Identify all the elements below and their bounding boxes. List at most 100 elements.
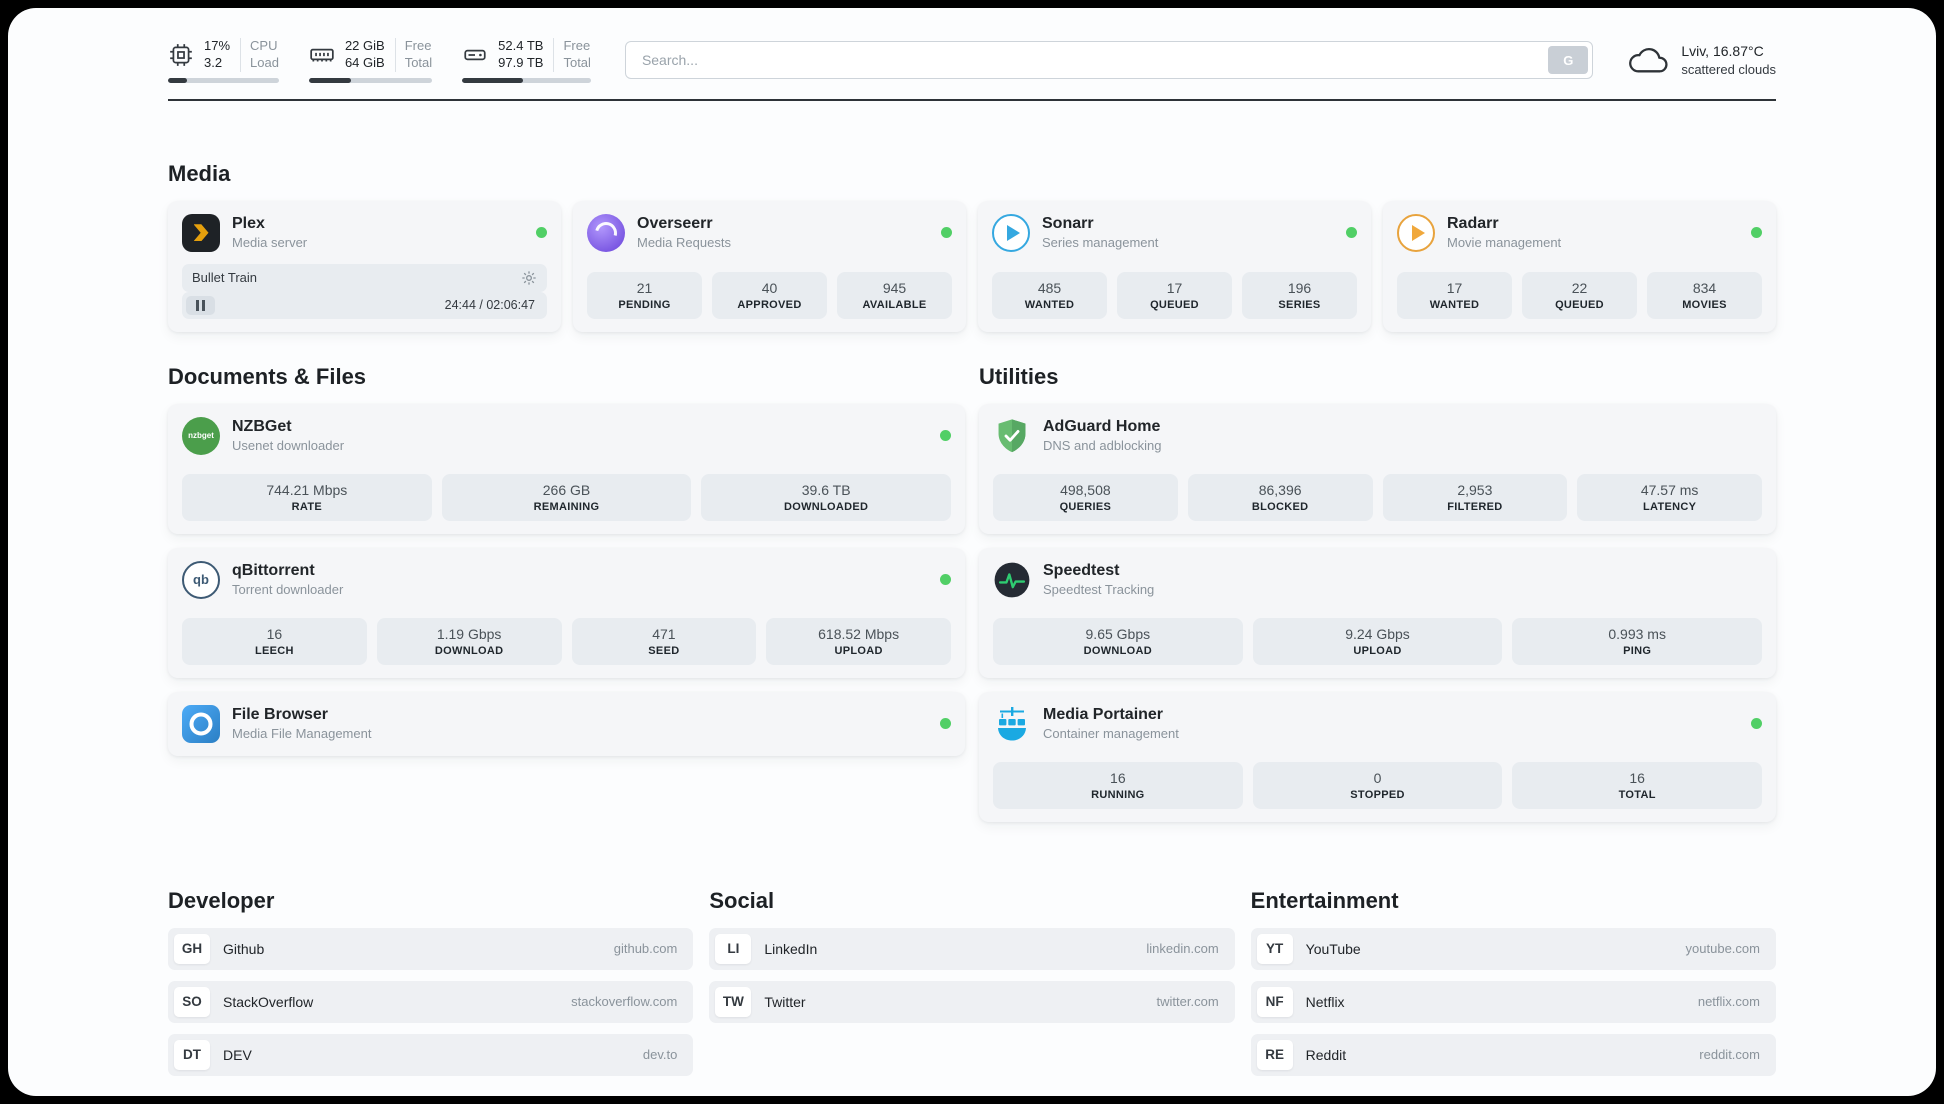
app-card-overseerr[interactable]: Overseerr Media Requests 21 PENDING 40 A… xyxy=(573,200,966,332)
disk-meter xyxy=(462,77,591,83)
cpu-load-value: 3.2 xyxy=(204,54,223,70)
link-github[interactable]: GH Github github.com xyxy=(168,927,694,970)
radarr-meta: Radarr Movie management xyxy=(1447,215,1561,250)
stat-value: 47.57 ms xyxy=(1640,481,1699,498)
nzbget-stats: 744.21 Mbps RATE 266 GB REMAINING 39.6 T… xyxy=(182,462,951,521)
stat-label: PENDING xyxy=(618,298,671,311)
cpu-labels: CPU Load xyxy=(240,38,279,72)
radarr-icon xyxy=(1397,213,1435,252)
adguard-meta: AdGuard Home DNS and adblocking xyxy=(1043,418,1162,453)
stat-value: 17 xyxy=(1166,279,1183,296)
stat-value: 266 GB xyxy=(542,481,591,498)
app-card-filebrowser[interactable]: File Browser Media File Management xyxy=(168,691,965,756)
app-desc: Torrent downloader xyxy=(232,582,344,598)
link-linkedin[interactable]: LI LinkedIn linkedin.com xyxy=(709,927,1235,970)
link-url: twitter.com xyxy=(1156,994,1219,1010)
status-dot xyxy=(536,227,547,239)
stat-ping: 0.993 ms PING xyxy=(1512,617,1762,665)
stat-value: 0.993 ms xyxy=(1608,625,1666,642)
radarr-header: Radarr Movie management xyxy=(1397,213,1762,252)
stat-value: 21 xyxy=(636,279,653,296)
ram-meter-fill xyxy=(308,77,351,83)
stat-value: 39.6 TB xyxy=(801,481,851,498)
link-reddit[interactable]: RE Reddit reddit.com xyxy=(1250,1033,1776,1076)
stat-label: TOTAL xyxy=(1618,788,1656,801)
search-input[interactable] xyxy=(629,52,1549,69)
stat-value: 744.21 Mbps xyxy=(266,481,348,498)
radarr-stats: 17 WANTED 22 QUEUED 834 MOVIES xyxy=(1397,260,1762,319)
link-url: stackoverflow.com xyxy=(571,994,678,1010)
link-twitter[interactable]: TW Twitter twitter.com xyxy=(709,980,1235,1023)
pause-button[interactable] xyxy=(186,295,215,315)
link-stackoverflow[interactable]: SO StackOverflow stackoverflow.com xyxy=(168,980,694,1023)
app-desc: DNS and adblocking xyxy=(1043,438,1162,454)
ram-free: 22 GiB xyxy=(344,38,385,53)
sonarr-stats: 485 WANTED 17 QUEUED 196 SERIES xyxy=(992,260,1357,319)
stat-download: 1.19 Gbps DOWNLOAD xyxy=(376,617,562,665)
entertainment-heading: Entertainment xyxy=(1250,887,1399,913)
app-card-plex[interactable]: Plex Media server Bullet Train xyxy=(168,200,561,332)
status-dot xyxy=(1346,227,1357,239)
cpu-values: 17% 3.2 xyxy=(204,38,230,72)
stat-label: QUEUED xyxy=(1555,298,1604,311)
ram-metric: 22 GiB 64 GiB Free Total xyxy=(308,38,433,83)
social-heading: Social xyxy=(709,887,775,913)
stat-approved: 40 APPROVED xyxy=(712,271,827,319)
app-card-speedtest[interactable]: Speedtest Speedtest Tracking 9.65 Gbps D… xyxy=(979,547,1776,678)
stat-total: 16 TOTAL xyxy=(1512,761,1762,809)
dev-badge: DT xyxy=(174,1039,210,1070)
app-desc: Usenet downloader xyxy=(232,438,345,454)
stat-value: 485 xyxy=(1037,279,1062,296)
stat-wanted: 485 WANTED xyxy=(992,271,1107,319)
app-card-portainer[interactable]: Media Portainer Container management 16 … xyxy=(979,691,1776,822)
section-social: Social LI LinkedIn linkedin.com TW Twitt… xyxy=(709,887,1235,1087)
link-netflix[interactable]: NF Netflix netflix.com xyxy=(1250,980,1776,1023)
stat-label: UPLOAD xyxy=(1353,644,1402,657)
app-card-sonarr[interactable]: Sonarr Series management 485 WANTED 17 Q… xyxy=(978,200,1371,332)
link-name: StackOverflow xyxy=(223,993,314,1010)
stat-wanted: 17 WANTED xyxy=(1397,271,1512,319)
gear-icon[interactable] xyxy=(521,270,537,286)
stat-leech: 16 LEECH xyxy=(182,617,367,665)
media-grid: Plex Media server Bullet Train xyxy=(168,200,1776,332)
stat-value: 834 xyxy=(1692,279,1717,296)
speedtest-header: Speedtest Speedtest Tracking xyxy=(993,561,1762,599)
weather-widget: Lviv, 16.87°C scattered clouds xyxy=(1627,42,1776,78)
ram-icon xyxy=(310,48,334,62)
stat-upload: 9.24 Gbps UPLOAD xyxy=(1252,617,1503,665)
section-developer: Developer GH Github github.com SO StackO… xyxy=(168,888,694,1087)
overseerr-icon xyxy=(587,213,625,252)
stat-value: 9.24 Gbps xyxy=(1345,625,1410,642)
app-card-adguard[interactable]: AdGuard Home DNS and adblocking 498,508 … xyxy=(979,403,1776,534)
portainer-meta: Media Portainer Container management xyxy=(1043,706,1179,741)
app-card-nzbget[interactable]: nzbget NZBGet Usenet downloader 744.21 M… xyxy=(168,403,965,534)
speedtest-icon xyxy=(994,562,1030,598)
search-engine-button[interactable]: G xyxy=(1548,46,1589,75)
app-name: File Browser xyxy=(232,706,329,724)
ram-label-bottom: Total xyxy=(404,54,433,70)
app-card-radarr[interactable]: Radarr Movie management 17 WANTED 22 QUE… xyxy=(1383,200,1776,332)
link-url: youtube.com xyxy=(1685,941,1760,957)
documents-stack: nzbget NZBGet Usenet downloader 744.21 M… xyxy=(168,403,965,756)
cpu-meter xyxy=(168,77,279,83)
search-bar: G xyxy=(624,41,1594,80)
mid-sections: Documents & Files nzbget NZBGet Usenet d… xyxy=(168,364,1776,822)
stat-label: STOPPED xyxy=(1350,788,1405,801)
app-desc: Container management xyxy=(1043,726,1179,742)
topbar: 17% 3.2 CPU Load xyxy=(168,38,1776,83)
link-youtube[interactable]: YT YouTube youtube.com xyxy=(1250,927,1776,970)
app-card-qbittorrent[interactable]: qb qBittorrent Torrent downloader 16 LEE… xyxy=(168,547,965,678)
stat-rate: 744.21 Mbps RATE xyxy=(182,473,432,521)
link-dev[interactable]: DT DEV dev.to xyxy=(168,1033,694,1076)
adguard-stats: 498,508 QUERIES 86,396 BLOCKED 2,953 FIL… xyxy=(993,462,1762,521)
stat-label: PING xyxy=(1623,644,1652,657)
stat-queries: 498,508 QUERIES xyxy=(993,473,1178,521)
playback-time: 24:44 / 02:06:47 xyxy=(444,298,535,313)
utilities-heading: Utilities xyxy=(979,363,1059,389)
ram-labels: Free Total xyxy=(394,38,433,72)
disk-meter-fill xyxy=(462,77,523,83)
ram-meter xyxy=(308,77,433,83)
disk-label-top: Free xyxy=(563,38,591,53)
link-name: Github xyxy=(223,940,265,957)
app-name: Plex xyxy=(232,215,265,233)
